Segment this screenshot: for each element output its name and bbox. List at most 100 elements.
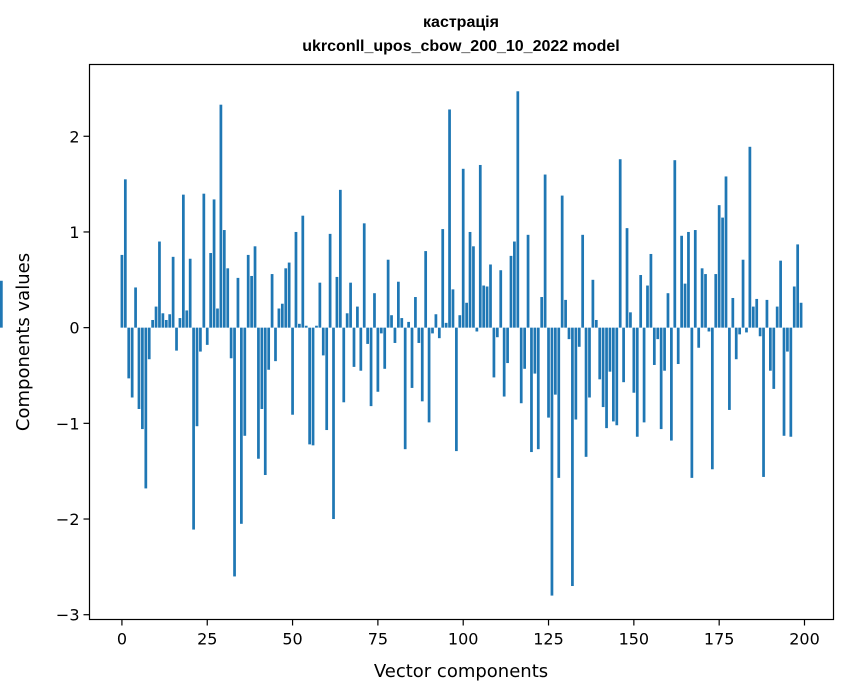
bar [516, 91, 520, 328]
bar [584, 327, 588, 457]
bar [543, 174, 547, 328]
bar [178, 318, 182, 328]
bar [263, 327, 267, 476]
bar [509, 255, 513, 328]
bar [219, 104, 223, 328]
x-tick-label: 175 [704, 630, 735, 649]
bar [253, 246, 257, 328]
bar [441, 229, 445, 328]
bar [758, 327, 762, 337]
bar [513, 241, 516, 328]
bar [697, 327, 701, 348]
bar [369, 327, 373, 407]
bar [181, 194, 185, 328]
bar [332, 327, 335, 520]
bar [567, 327, 571, 340]
bar [379, 327, 383, 334]
bar [519, 327, 523, 404]
bar [260, 327, 264, 409]
y-tick-label: 1 [69, 223, 79, 242]
bar [257, 327, 260, 459]
bar [366, 327, 370, 344]
bar [536, 327, 540, 450]
bar [130, 327, 134, 398]
bar [605, 327, 608, 429]
bar [540, 297, 544, 328]
bar [451, 289, 455, 328]
chart-title: кастрація [423, 14, 499, 31]
bar [0, 280, 3, 328]
bar [779, 260, 782, 328]
bar [598, 327, 602, 380]
bar [700, 268, 704, 328]
x-axis-label: Vector components [374, 661, 548, 682]
bar [782, 327, 786, 436]
bar [769, 327, 772, 371]
bar [581, 234, 585, 328]
bar [362, 223, 366, 328]
bar [226, 268, 230, 328]
bar [349, 282, 352, 328]
bar [724, 176, 728, 328]
plot-frame [88, 63, 835, 621]
bar [475, 327, 479, 332]
bar [400, 318, 404, 328]
bar [420, 327, 424, 402]
bar [574, 327, 578, 420]
bar [246, 254, 250, 328]
bar [318, 282, 322, 328]
bar [202, 193, 206, 328]
x-tick-label: 100 [448, 630, 479, 649]
bar [127, 327, 131, 379]
bar [414, 297, 417, 328]
bar [618, 159, 622, 328]
bar [666, 293, 670, 328]
bar [161, 313, 165, 328]
bar [328, 233, 332, 328]
x-tick-label: 200 [789, 630, 820, 649]
bar [352, 327, 356, 367]
bar [683, 283, 687, 328]
y-axis-label: Components values [13, 253, 34, 431]
bar [434, 314, 438, 328]
bar [786, 327, 789, 352]
bar [728, 327, 731, 410]
y-tick-label: 0 [69, 319, 79, 338]
bar [649, 253, 653, 328]
bar [680, 235, 683, 328]
bar [185, 310, 189, 328]
bar [547, 327, 550, 418]
bar [373, 293, 376, 328]
bar [673, 160, 677, 328]
axes: 0 25 50 75 100 125 150 175 200 −3 −2 −1 0 1 2 [56, 127, 820, 648]
bar [274, 327, 277, 362]
bar [134, 287, 137, 328]
bar [485, 286, 489, 328]
bar [137, 327, 141, 409]
bar [792, 286, 796, 328]
bar [670, 327, 673, 441]
bar [335, 276, 339, 328]
bar [465, 302, 468, 328]
bar [601, 327, 605, 408]
bar [195, 327, 199, 427]
bar [772, 327, 776, 389]
bar [646, 285, 649, 328]
bar [468, 231, 472, 328]
bar [721, 217, 724, 328]
bar [489, 264, 492, 328]
bar [199, 327, 202, 352]
x-tick-label: 75 [368, 630, 388, 649]
bar [304, 325, 308, 328]
bar [250, 275, 253, 328]
bar [591, 279, 595, 328]
bar [311, 327, 315, 446]
bar [188, 258, 192, 328]
bar [222, 230, 226, 328]
bar [615, 327, 619, 426]
bar [506, 327, 509, 364]
bar [338, 189, 342, 328]
bar [710, 327, 714, 470]
bar [745, 327, 748, 333]
